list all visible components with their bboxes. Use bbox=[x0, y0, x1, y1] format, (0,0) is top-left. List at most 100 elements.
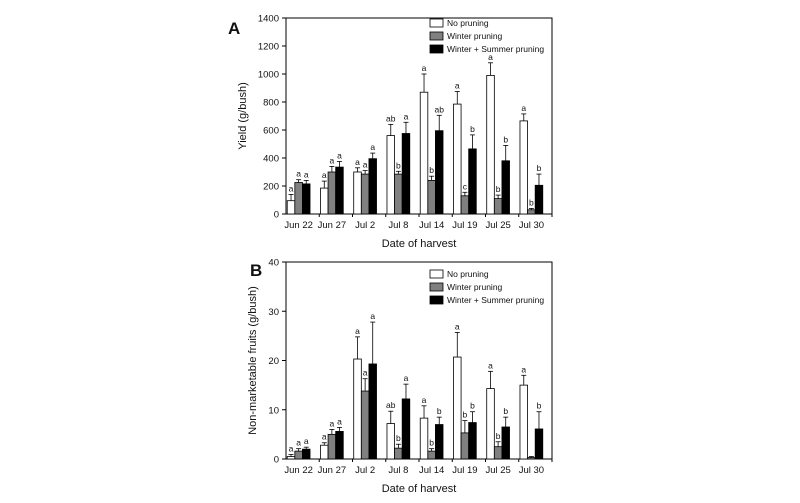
significance-label: a bbox=[355, 157, 360, 167]
bar bbox=[320, 187, 329, 215]
legend-label: No pruning bbox=[447, 269, 489, 279]
bar bbox=[501, 160, 510, 215]
y-axis-title: Non-marketable fruits (g/bush) bbox=[247, 286, 259, 435]
x-tick-label: Jul 2 bbox=[355, 465, 375, 476]
x-tick-label: Jul 25 bbox=[485, 220, 510, 231]
bar bbox=[519, 384, 528, 460]
bar bbox=[401, 133, 411, 215]
significance-label: a bbox=[455, 81, 460, 91]
bar bbox=[394, 447, 403, 460]
bar bbox=[427, 179, 436, 215]
significance-label: a bbox=[521, 364, 526, 374]
bar bbox=[501, 426, 510, 460]
x-tick-label: Jul 8 bbox=[388, 465, 408, 476]
legend-swatch bbox=[429, 282, 444, 292]
significance-label: a bbox=[304, 169, 309, 179]
bar bbox=[335, 431, 344, 460]
y-tick-label: 800 bbox=[263, 98, 279, 109]
legend-label: Winter pruning bbox=[447, 282, 503, 292]
bar bbox=[394, 173, 403, 215]
bar bbox=[286, 456, 296, 460]
bar bbox=[460, 195, 470, 215]
legend-label: Winter pruning bbox=[447, 31, 503, 41]
x-axis-title: Date of harvest bbox=[382, 483, 457, 495]
bar bbox=[468, 148, 477, 215]
significance-label: b bbox=[429, 438, 434, 448]
bar bbox=[493, 446, 503, 460]
significance-label: a bbox=[355, 326, 360, 336]
significance-label: ab bbox=[434, 104, 444, 114]
significance-label: a bbox=[363, 160, 368, 170]
significance-label: a bbox=[488, 52, 493, 62]
significance-label: b bbox=[503, 134, 508, 144]
x-tick-label: Jul 2 bbox=[355, 220, 375, 231]
legend-label: No pruning bbox=[447, 18, 489, 28]
significance-label: b bbox=[437, 406, 442, 416]
x-tick-label: Jun 22 bbox=[284, 220, 313, 231]
significance-label: a bbox=[363, 368, 368, 378]
significance-label: a bbox=[289, 444, 294, 454]
significance-label: a bbox=[422, 63, 427, 73]
bar bbox=[527, 209, 536, 215]
significance-label: a bbox=[289, 183, 294, 193]
bar bbox=[368, 363, 377, 460]
plot-frame bbox=[285, 261, 553, 460]
y-tick-label: 40 bbox=[268, 258, 279, 269]
bar bbox=[486, 388, 495, 460]
significance-label: c bbox=[463, 181, 468, 191]
bar bbox=[427, 450, 436, 460]
significance-label: b bbox=[537, 401, 542, 411]
y-tick-label: 200 bbox=[263, 182, 279, 193]
significance-label: a bbox=[521, 103, 526, 113]
significance-label: b bbox=[396, 160, 401, 170]
bar bbox=[534, 184, 544, 215]
significance-label: a bbox=[488, 360, 493, 370]
bar bbox=[534, 428, 544, 460]
x-tick-label: Jul 14 bbox=[419, 220, 444, 231]
bar bbox=[320, 444, 329, 460]
significance-label: a bbox=[322, 432, 327, 442]
significance-label: ab bbox=[386, 400, 396, 410]
legend-label: Winter + Summer pruning bbox=[447, 44, 544, 54]
significance-label: b bbox=[496, 184, 501, 194]
y-tick-label: 1200 bbox=[258, 42, 279, 53]
bar bbox=[527, 457, 536, 460]
significance-label: b bbox=[396, 433, 401, 443]
bar bbox=[460, 432, 470, 460]
legend-swatch bbox=[429, 44, 444, 54]
significance-label: b bbox=[470, 401, 475, 411]
bar bbox=[302, 183, 311, 215]
significance-label: a bbox=[296, 169, 301, 179]
x-tick-label: Jun 22 bbox=[284, 465, 313, 476]
x-tick-label: Jul 19 bbox=[452, 220, 477, 231]
x-tick-label: Jun 27 bbox=[318, 220, 347, 231]
significance-label: a bbox=[422, 395, 427, 405]
x-tick-label: Jul 19 bbox=[452, 465, 477, 476]
bar bbox=[519, 120, 528, 215]
significance-label: b bbox=[503, 406, 508, 416]
panel-b: B 0 10 20 30 40 Non-marketable fruits (g/bush)… bbox=[247, 258, 553, 495]
bar bbox=[327, 171, 337, 215]
bar bbox=[335, 166, 344, 215]
y-tick-label: 10 bbox=[268, 405, 279, 416]
x-tick-label: Jul 30 bbox=[519, 220, 544, 231]
significance-label: a bbox=[337, 416, 342, 426]
bar bbox=[435, 424, 444, 460]
bar bbox=[468, 422, 477, 460]
legend-swatch bbox=[429, 18, 444, 28]
bar bbox=[353, 171, 362, 215]
significance-label: a bbox=[322, 170, 327, 180]
significance-label: a bbox=[404, 373, 409, 383]
legend-swatch bbox=[429, 269, 444, 279]
bar bbox=[401, 398, 411, 460]
bar bbox=[360, 173, 370, 215]
bar bbox=[486, 75, 495, 215]
bar bbox=[386, 423, 395, 460]
bar bbox=[419, 417, 429, 460]
panel-letter: A bbox=[228, 19, 240, 38]
bar bbox=[294, 182, 303, 215]
significance-label: b bbox=[470, 124, 475, 134]
significance-label: b bbox=[496, 431, 501, 441]
y-tick-label: 20 bbox=[268, 356, 279, 367]
